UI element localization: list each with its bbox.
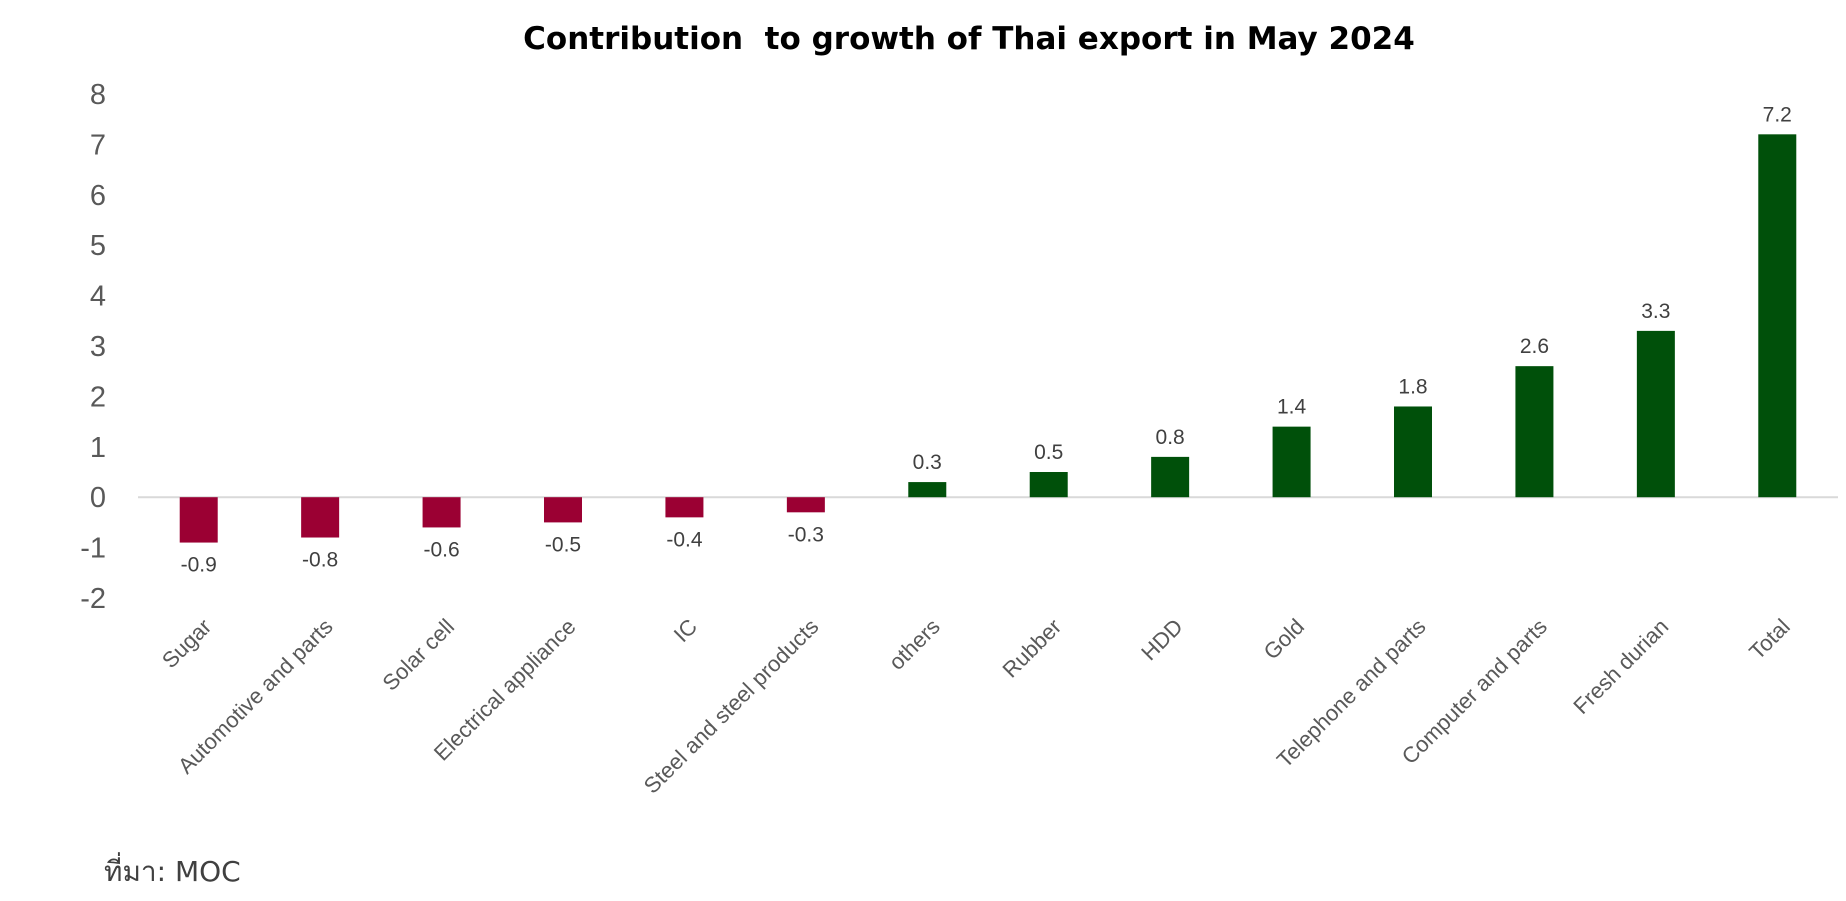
x-tick-label: Fresh durian — [1568, 614, 1673, 719]
data-label: -0.4 — [666, 528, 703, 551]
source-note: ที่มา: MOC — [104, 855, 241, 888]
data-label: 0.8 — [1156, 426, 1185, 449]
x-tick-label: Steel and steel products — [639, 614, 824, 799]
chart-title: Contribution to growth of Thai export in… — [523, 21, 1415, 57]
bar — [179, 497, 218, 543]
data-label: 0.5 — [1034, 441, 1063, 464]
bar — [665, 497, 704, 518]
data-label: 2.6 — [1520, 335, 1549, 358]
x-tick-label: Sugar — [157, 614, 216, 673]
bar — [1394, 406, 1432, 498]
data-label: -0.9 — [181, 554, 217, 577]
x-tick-label: HDD — [1136, 614, 1187, 665]
y-tick-label: 1 — [90, 432, 106, 464]
x-tick-label: others — [884, 614, 945, 675]
data-label: -0.3 — [788, 523, 824, 546]
bar — [1515, 366, 1554, 498]
y-tick-label: 0 — [90, 482, 106, 514]
bar — [301, 497, 340, 538]
bar — [544, 497, 582, 523]
y-tick-label: 5 — [90, 230, 106, 262]
y-tick-label: 3 — [90, 331, 106, 363]
bar — [1272, 426, 1311, 498]
bar — [1151, 456, 1190, 498]
bar — [1758, 134, 1797, 498]
y-tick-label: -1 — [80, 533, 106, 565]
bar — [786, 497, 825, 513]
data-label: 1.8 — [1398, 375, 1427, 398]
data-label: 0.3 — [913, 451, 942, 474]
y-tick-label: 7 — [90, 129, 106, 161]
bar — [908, 482, 947, 498]
y-tick-label: 2 — [90, 381, 106, 413]
bar — [422, 497, 461, 528]
data-labels: -0.9 -0.8 -0.6 -0.5 -0.4 -0.3 0.3 0.5 0.8 1.4 1.8 2… — [181, 103, 1792, 576]
x-tick-label: Gold — [1259, 614, 1310, 665]
data-label: -0.5 — [545, 533, 581, 556]
data-label: -0.8 — [302, 549, 338, 572]
y-tick-label: 4 — [90, 281, 106, 313]
bars — [179, 134, 1797, 543]
y-axis: 8 7 6 5 4 3 2 1 0 -1 -2 — [80, 79, 106, 615]
x-tick-label: IC — [669, 614, 702, 647]
x-tick-label: Solar cell — [377, 614, 459, 696]
bar — [1029, 472, 1068, 498]
y-tick-label: -2 — [80, 583, 106, 615]
data-label: 7.2 — [1763, 103, 1792, 126]
bar — [1636, 330, 1675, 498]
y-tick-label: 6 — [90, 180, 106, 212]
y-tick-label: 8 — [90, 79, 106, 111]
x-tick-label: Total — [1744, 614, 1795, 665]
x-tick-label: Rubber — [998, 614, 1067, 683]
data-label: 1.4 — [1277, 396, 1307, 419]
data-label: -0.6 — [423, 538, 459, 561]
data-label: 3.3 — [1641, 300, 1670, 323]
